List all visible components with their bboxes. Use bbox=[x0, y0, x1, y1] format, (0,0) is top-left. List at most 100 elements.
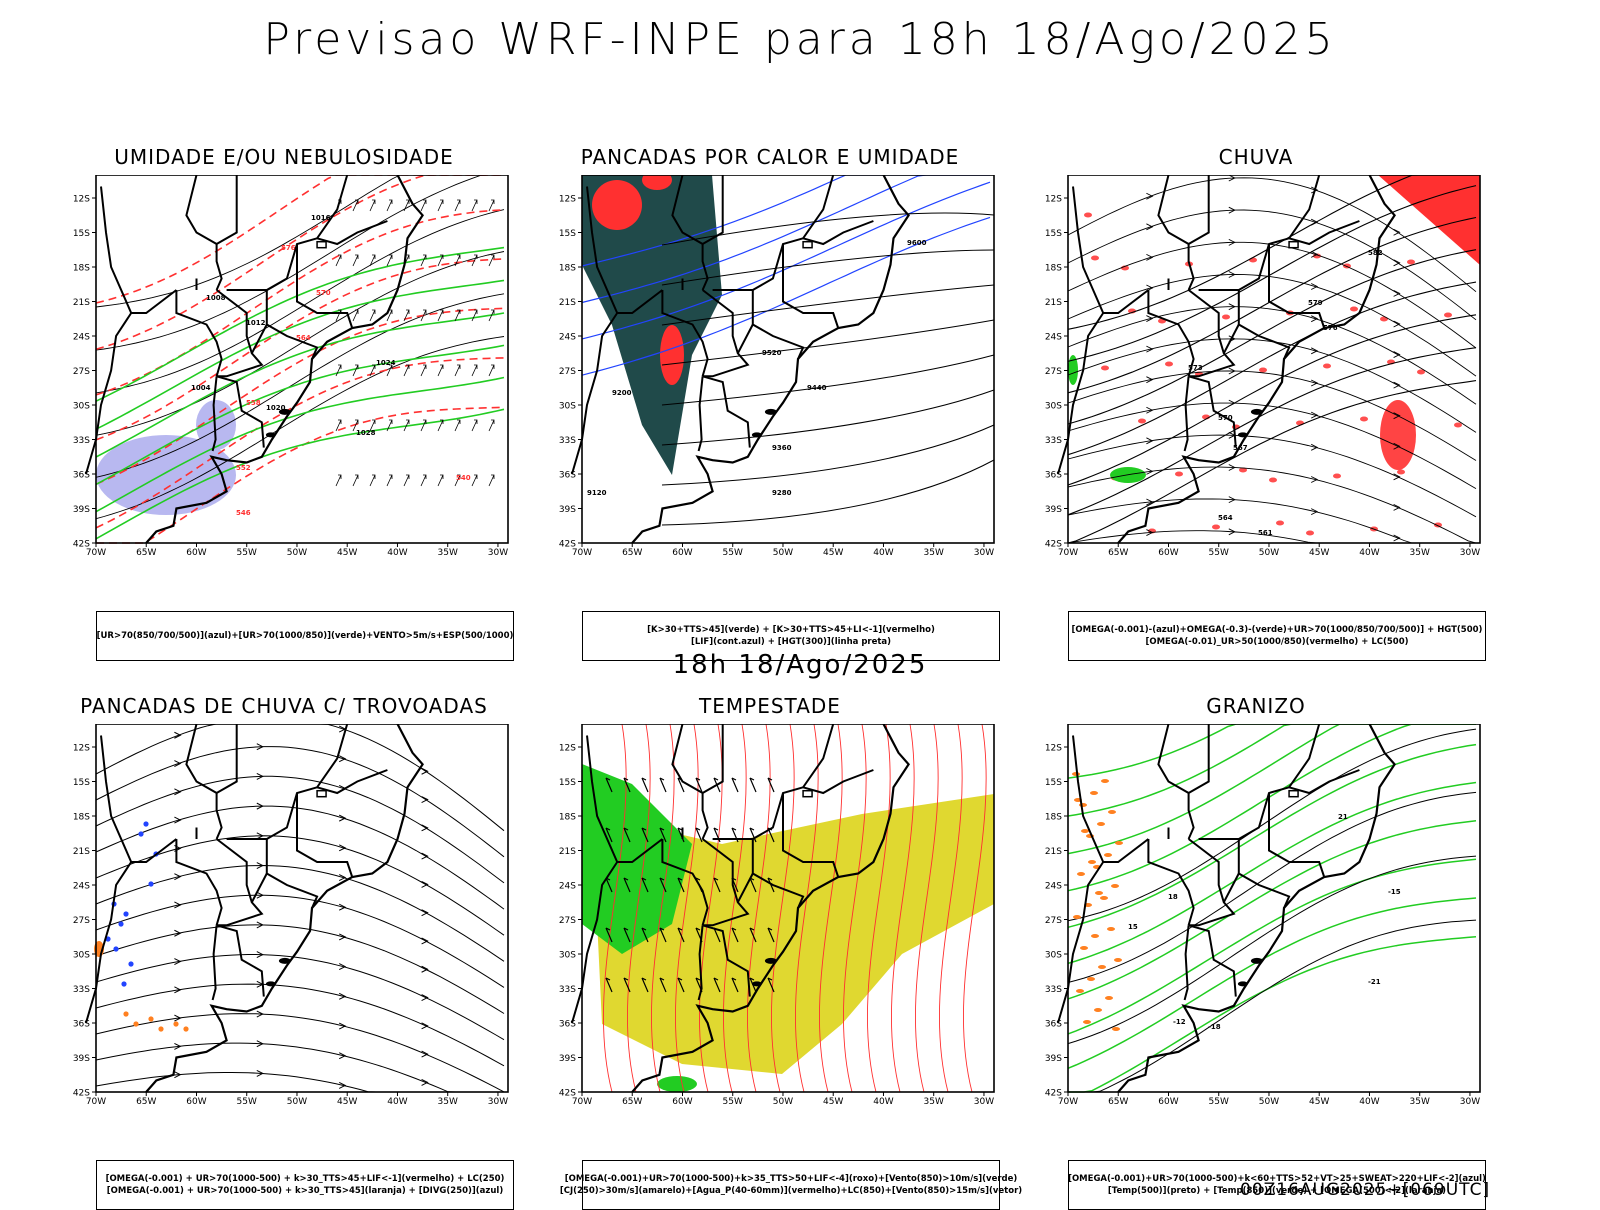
contour-label: -18 bbox=[1208, 1023, 1221, 1031]
wind-vector bbox=[352, 254, 359, 267]
humidity-contour bbox=[95, 246, 505, 402]
flow-arrow bbox=[256, 891, 264, 899]
border-line bbox=[1183, 925, 1190, 1001]
temp850-contour bbox=[1068, 936, 1477, 1093]
map-chuva: 58257957657357056756456112S15S18S21S24S2… bbox=[1045, 175, 1481, 558]
wind-vector bbox=[403, 199, 410, 212]
instability-strong bbox=[660, 325, 684, 385]
lon-label: 65W bbox=[622, 548, 642, 558]
wind-vector bbox=[454, 254, 461, 267]
hgt500-contour bbox=[1067, 216, 1477, 394]
humidity-contour bbox=[95, 279, 505, 430]
lon-label: 60W bbox=[186, 548, 206, 558]
flow-arrow bbox=[1228, 528, 1236, 536]
panel-legend: [OMEGA(-0.001)+UR>70(1000-500)+k>35_TTS>… bbox=[560, 1160, 1022, 1210]
streamline bbox=[95, 864, 505, 962]
isobar bbox=[95, 209, 505, 394]
lat-label: 24S bbox=[1045, 882, 1062, 892]
panel-chuva: CHUVA 582 579 576 573 570 567 564 561 12S 15S 18S 2… bbox=[1026, 145, 1526, 661]
lagoon bbox=[1250, 957, 1263, 964]
flow-arrow bbox=[256, 951, 264, 959]
flow-arrow bbox=[256, 1069, 264, 1077]
flow-arrow bbox=[338, 903, 347, 911]
wind-vector bbox=[454, 474, 461, 487]
flow-arrow bbox=[1310, 283, 1319, 290]
omega-area bbox=[1068, 355, 1078, 385]
lon-label: 50W bbox=[1259, 548, 1279, 558]
legend-line: [OMEGA(-0.001)+UR>70(1000-500)+k<60+TTS>… bbox=[1068, 1174, 1486, 1184]
omega500-cell bbox=[1097, 822, 1105, 826]
contour-label: 552 bbox=[236, 464, 251, 472]
streamline bbox=[1067, 209, 1477, 321]
map-frame bbox=[581, 724, 995, 1093]
flow-arrow bbox=[1393, 412, 1401, 420]
lif-contour bbox=[581, 181, 991, 340]
wind-vector bbox=[386, 419, 393, 432]
legend-line: [OMEGA(-0.001) + UR>70(1000-500) + k>30_… bbox=[105, 1174, 505, 1184]
flow-arrow bbox=[421, 767, 429, 775]
coastline bbox=[145, 175, 424, 544]
flow-arrow bbox=[1146, 253, 1154, 261]
omega500-cell bbox=[1083, 1020, 1091, 1024]
lagoon bbox=[278, 408, 291, 415]
wind-vector bbox=[420, 254, 427, 267]
border-line bbox=[265, 839, 319, 909]
border-line bbox=[1147, 290, 1195, 377]
rain-cell bbox=[1323, 363, 1331, 369]
rain-cell bbox=[1175, 471, 1183, 477]
legend-line: [OMEGA(-0.001)+UR>70(1000-500)+k>35_TTS>… bbox=[564, 1174, 1018, 1184]
lon-label: 55W bbox=[723, 1097, 743, 1107]
streamline-850 bbox=[890, 724, 915, 1093]
flow-arrow bbox=[421, 965, 429, 973]
wind-vector bbox=[641, 827, 649, 843]
lon-label: 55W bbox=[237, 548, 257, 558]
border-line bbox=[702, 375, 751, 448]
lagoon bbox=[751, 981, 762, 987]
lon-label: 45W bbox=[337, 548, 357, 558]
wind-vector bbox=[641, 877, 649, 893]
lat-label: 18S bbox=[73, 264, 90, 274]
wind-vector bbox=[677, 827, 685, 843]
lon-label: 70W bbox=[1058, 548, 1078, 558]
border-line bbox=[1268, 244, 1326, 329]
lat-label: 12S bbox=[73, 195, 90, 205]
border-line bbox=[216, 375, 265, 448]
border-line bbox=[1157, 175, 1195, 291]
lat-label: 15S bbox=[1045, 778, 1062, 788]
lon-label: 65W bbox=[1108, 548, 1128, 558]
lat-label: 36S bbox=[559, 471, 576, 481]
border-line bbox=[1222, 873, 1240, 903]
wind-vector bbox=[437, 474, 444, 487]
wind-vector bbox=[369, 364, 376, 377]
lat-label: 27S bbox=[73, 367, 90, 377]
lat-label: 39S bbox=[73, 505, 90, 515]
lat-label: 30S bbox=[1045, 402, 1062, 412]
isobar bbox=[95, 175, 504, 351]
hgt300-contour bbox=[661, 424, 995, 486]
legend-line: [K>30+TTS>45](verde) + [K>30+TTS>45+LI<-… bbox=[647, 625, 935, 635]
flow-arrow bbox=[338, 814, 347, 822]
flow-arrow bbox=[1146, 223, 1154, 231]
lon-label: 40W bbox=[1359, 548, 1379, 558]
wind-vector bbox=[659, 777, 667, 793]
contour-label: 1016 bbox=[311, 214, 331, 222]
wind-vector bbox=[420, 199, 427, 212]
border-line bbox=[702, 175, 724, 245]
flow-arrow bbox=[256, 862, 264, 869]
brasilia-marker bbox=[1288, 240, 1299, 249]
lat-label: 42S bbox=[1045, 1089, 1062, 1099]
lat-label: 21S bbox=[1045, 847, 1062, 857]
wind-vector bbox=[437, 199, 444, 212]
border-line bbox=[175, 290, 223, 377]
lon-label: 45W bbox=[823, 548, 843, 558]
streamline bbox=[1067, 306, 1477, 405]
lat-label: 15S bbox=[73, 229, 90, 239]
lon-label: 50W bbox=[287, 548, 307, 558]
streamline-850 bbox=[818, 724, 843, 1093]
border-line bbox=[1288, 769, 1360, 795]
wind-vector bbox=[335, 419, 342, 432]
contour-label: 564 bbox=[296, 334, 311, 342]
instability-strong bbox=[592, 180, 642, 230]
wind-vector bbox=[335, 474, 342, 487]
lat-label: 33S bbox=[559, 985, 576, 995]
